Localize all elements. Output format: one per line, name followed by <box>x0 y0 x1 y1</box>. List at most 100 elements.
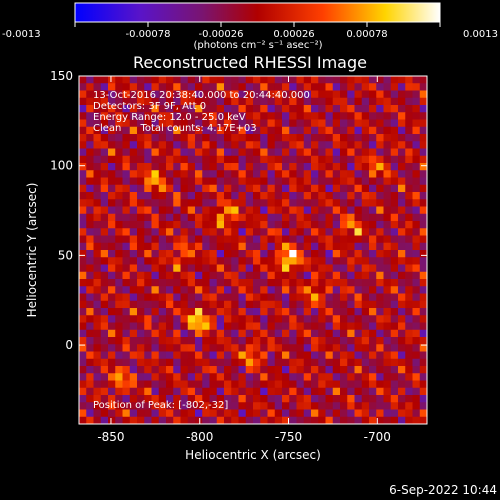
heatmap-cell <box>86 170 94 178</box>
heatmap-cell <box>245 373 254 381</box>
heatmap-cell <box>347 184 355 193</box>
heatmap-cell <box>86 395 94 403</box>
heatmap-cell <box>129 329 138 338</box>
heatmap-cell <box>289 315 297 323</box>
heatmap-cell <box>231 395 239 403</box>
heatmap-cell <box>173 141 181 149</box>
heatmap-cell <box>224 228 232 236</box>
heatmap-cell <box>209 177 218 186</box>
heatmap-cell <box>216 322 225 331</box>
heatmap-cell <box>398 228 406 236</box>
heatmap-cell <box>325 358 334 367</box>
heatmap-cell <box>347 134 355 142</box>
heatmap-cell <box>296 250 305 258</box>
heatmap-cell <box>122 250 131 258</box>
heatmap-cell <box>274 329 283 338</box>
heatmap-cell <box>376 373 384 381</box>
heatmap-cell <box>137 308 145 316</box>
heatmap-cell <box>151 380 160 389</box>
heatmap-cell <box>224 170 232 178</box>
heatmap-cell <box>419 90 428 99</box>
heatmap-cell <box>245 315 254 323</box>
heatmap-cell <box>274 373 283 381</box>
heatmap-cell <box>332 409 341 418</box>
heatmap-cell <box>383 409 392 418</box>
heatmap-cell <box>332 366 341 374</box>
heatmap-cell <box>347 192 355 200</box>
heatmap-cell <box>158 184 167 193</box>
heatmap-cell <box>303 358 312 367</box>
heatmap-cell <box>122 409 131 418</box>
heatmap-cell <box>108 141 116 149</box>
heatmap-cell <box>267 192 276 200</box>
heatmap-cell <box>115 279 123 287</box>
heatmap-cell <box>129 213 138 222</box>
heatmap-cell <box>390 286 399 294</box>
heatmap-cell <box>137 373 145 381</box>
heatmap-cell <box>166 126 174 135</box>
heatmap-cell <box>340 170 348 178</box>
heatmap-cell <box>318 271 326 280</box>
heatmap-cell <box>340 192 348 200</box>
heatmap-cell <box>144 315 152 323</box>
heatmap-cell <box>231 83 239 91</box>
heatmap-cell <box>274 134 283 142</box>
heatmap-cell <box>93 373 102 381</box>
heatmap-cell <box>195 126 203 135</box>
heatmap-cell <box>369 416 377 425</box>
heatmap-cell <box>296 242 305 251</box>
heatmap-cell <box>412 373 421 381</box>
heatmap-cell <box>202 271 210 280</box>
heatmap-cell <box>195 119 203 128</box>
heatmap-cell <box>332 300 341 309</box>
heatmap-cell <box>173 112 181 120</box>
heatmap-cell <box>100 402 109 410</box>
heatmap-cell <box>282 250 290 258</box>
heatmap-cell <box>376 300 384 309</box>
heatmap-cell <box>202 344 210 352</box>
heatmap-cell <box>231 76 239 84</box>
heatmap-cell <box>108 148 116 157</box>
heatmap-cell <box>289 322 297 331</box>
heatmap-cell <box>369 322 377 331</box>
heatmap-cell <box>398 184 406 193</box>
heatmap-cell <box>369 293 377 302</box>
heatmap-cell <box>296 155 305 164</box>
heatmap-cell <box>289 206 297 215</box>
heatmap-cell <box>151 112 160 120</box>
heatmap-cell <box>361 184 370 193</box>
heatmap-cell <box>238 97 247 106</box>
heatmap-cell <box>260 119 268 128</box>
heatmap-cell <box>158 279 167 287</box>
heatmap-cell <box>202 119 210 128</box>
heatmap-cell <box>231 380 239 389</box>
heatmap-cell <box>311 119 319 128</box>
heatmap-cell <box>79 337 87 345</box>
heatmap-cell <box>202 286 210 294</box>
heatmap-cell <box>340 90 348 99</box>
heatmap-cell <box>108 300 116 309</box>
heatmap-cell <box>390 221 399 229</box>
heatmap-cell <box>369 76 377 84</box>
heatmap-cell <box>376 76 384 84</box>
heatmap-cell <box>398 300 406 309</box>
heatmap-cell <box>129 322 138 331</box>
heatmap-cell <box>369 148 377 157</box>
heatmap-cell <box>173 126 181 135</box>
heatmap-cell <box>282 351 290 360</box>
heatmap-cell <box>224 329 232 338</box>
heatmap-cell <box>158 221 167 229</box>
heatmap-cell <box>209 199 218 207</box>
heatmap-cell <box>412 315 421 323</box>
heatmap-cell <box>122 206 131 215</box>
heatmap-cell <box>144 112 152 120</box>
heatmap-cell <box>354 119 363 128</box>
heatmap-cell <box>173 213 181 222</box>
heatmap-cell <box>311 177 319 186</box>
heatmap-cell <box>166 416 174 425</box>
heatmap-cell <box>383 105 392 113</box>
heatmap-cell <box>253 126 261 135</box>
heatmap-cell <box>282 90 290 99</box>
heatmap-cell <box>383 271 392 280</box>
heatmap-cell <box>303 213 312 222</box>
